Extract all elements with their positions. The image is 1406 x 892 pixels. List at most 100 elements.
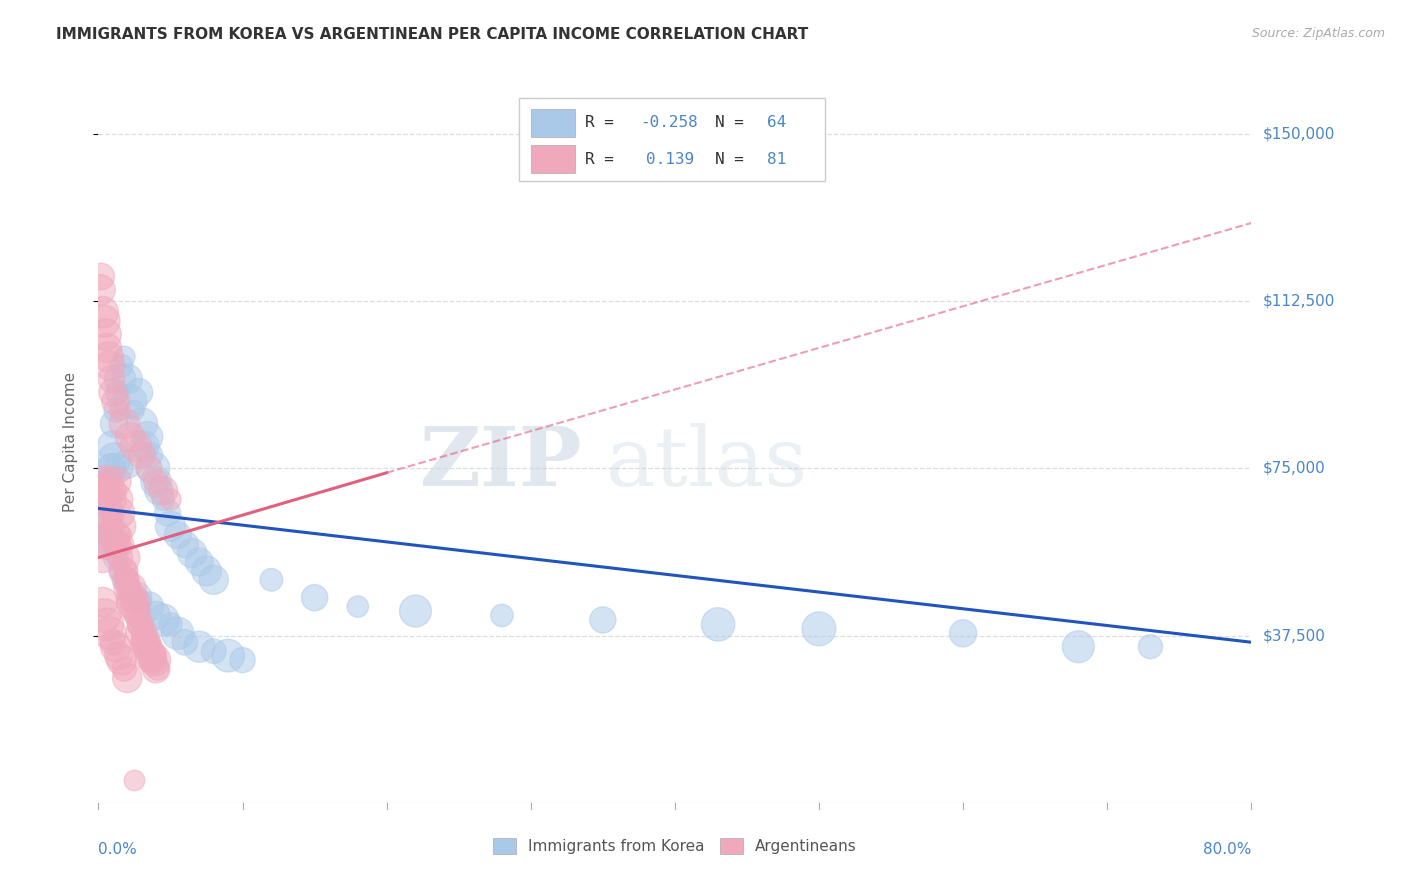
Text: 0.139: 0.139 <box>647 152 695 167</box>
FancyBboxPatch shape <box>531 109 575 136</box>
Text: IMMIGRANTS FROM KOREA VS ARGENTINEAN PER CAPITA INCOME CORRELATION CHART: IMMIGRANTS FROM KOREA VS ARGENTINEAN PER… <box>56 27 808 42</box>
Point <box>112 350 135 364</box>
Point <box>93 475 115 489</box>
Point <box>117 671 139 685</box>
Point <box>152 613 174 627</box>
Point <box>188 555 211 569</box>
FancyBboxPatch shape <box>519 98 825 181</box>
Point <box>131 448 153 462</box>
Point <box>202 644 225 658</box>
Point <box>108 403 131 417</box>
Point <box>138 640 160 654</box>
Point <box>104 640 127 654</box>
Point <box>94 492 117 507</box>
Point <box>103 483 125 498</box>
Point <box>127 608 149 623</box>
Point <box>132 626 155 640</box>
Point <box>174 537 197 551</box>
Point <box>136 430 159 444</box>
Point <box>108 550 131 565</box>
Point <box>117 457 139 471</box>
Point <box>112 550 135 565</box>
Point <box>146 662 169 676</box>
Point <box>97 350 120 364</box>
Text: 0.0%: 0.0% <box>98 842 138 856</box>
Point <box>120 582 142 596</box>
Point <box>125 604 148 618</box>
Point <box>148 483 170 498</box>
Point <box>101 506 124 520</box>
Point <box>166 528 188 542</box>
Text: 80.0%: 80.0% <box>1204 842 1251 856</box>
Text: atlas: atlas <box>606 423 808 503</box>
Text: $75,000: $75,000 <box>1263 461 1326 475</box>
Point <box>110 528 132 542</box>
Point <box>188 640 211 654</box>
Point <box>159 617 181 632</box>
Point <box>90 492 112 507</box>
Text: $112,500: $112,500 <box>1263 293 1334 309</box>
Point <box>134 635 156 649</box>
Point <box>138 599 160 614</box>
Point <box>96 506 118 520</box>
Point <box>101 439 124 453</box>
Point <box>166 626 188 640</box>
Point <box>136 640 159 654</box>
Point <box>159 492 181 507</box>
Point <box>135 635 157 649</box>
Point <box>304 591 326 605</box>
Point <box>141 648 163 663</box>
FancyBboxPatch shape <box>531 145 575 173</box>
Point <box>145 662 167 676</box>
Point <box>107 461 129 475</box>
Text: R =: R = <box>585 115 623 130</box>
Point <box>117 573 139 587</box>
Point <box>124 773 146 788</box>
Point <box>405 604 427 618</box>
Point <box>105 385 128 400</box>
Point <box>145 608 167 623</box>
Text: Source: ZipAtlas.com: Source: ZipAtlas.com <box>1251 27 1385 40</box>
Point <box>195 564 218 578</box>
Point <box>103 452 125 467</box>
Point <box>104 403 127 417</box>
Point <box>101 635 124 649</box>
Point <box>94 492 117 507</box>
Point <box>114 573 136 587</box>
Point <box>111 564 134 578</box>
Point <box>89 283 111 297</box>
Point <box>94 327 117 342</box>
Point <box>104 550 127 565</box>
Point <box>145 475 167 489</box>
Point <box>139 448 162 462</box>
Point <box>98 359 121 373</box>
Text: 64: 64 <box>768 115 786 130</box>
Point <box>104 475 127 489</box>
Point <box>202 573 225 587</box>
Point <box>156 506 179 520</box>
Point <box>91 550 114 565</box>
Point <box>131 595 153 609</box>
Point <box>231 653 254 667</box>
Point <box>129 617 152 632</box>
Text: -0.258: -0.258 <box>640 115 697 130</box>
Point <box>101 385 124 400</box>
Point <box>104 394 127 409</box>
Point <box>111 537 134 551</box>
Point <box>101 537 124 551</box>
Point <box>91 595 114 609</box>
Point <box>110 359 132 373</box>
Point <box>118 582 141 596</box>
Legend: Immigrants from Korea, Argentineans: Immigrants from Korea, Argentineans <box>486 832 863 860</box>
Point <box>107 648 129 663</box>
Point <box>139 648 162 663</box>
Point <box>131 626 153 640</box>
Point <box>89 506 111 520</box>
Point <box>105 537 128 551</box>
Point <box>100 519 122 533</box>
Point <box>97 528 120 542</box>
Point <box>100 492 122 507</box>
Point <box>97 483 120 498</box>
Point <box>103 417 125 431</box>
Point <box>120 582 142 596</box>
